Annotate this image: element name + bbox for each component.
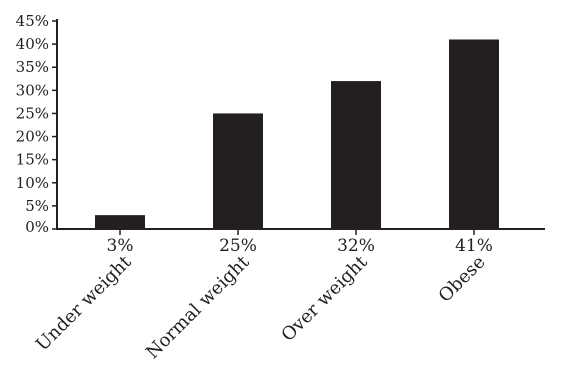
bar-obese <box>449 39 499 229</box>
category-label: Over weight <box>277 251 372 346</box>
bars <box>95 39 499 229</box>
value-label: 32% <box>337 236 375 256</box>
bar-over-weight <box>331 81 381 229</box>
value-label: 25% <box>219 236 257 256</box>
y-tick-label: 5% <box>25 197 49 215</box>
y-tick-label: 10% <box>16 174 49 192</box>
y-tick-label: 20% <box>16 128 49 146</box>
value-label: 41% <box>455 236 493 256</box>
bar-normal-weight <box>213 113 263 229</box>
y-tick-label: 40% <box>16 35 49 53</box>
x-axis: 3%Under weight 25%Normal weight 32%Over we… <box>32 228 545 363</box>
bar-under-weight <box>95 215 145 229</box>
category-label: Obese <box>435 252 490 307</box>
y-tick-label: 0% <box>25 218 49 236</box>
y-tick-label: 30% <box>16 81 49 99</box>
y-tick-label: 35% <box>16 58 49 76</box>
category-label: Normal weight <box>142 251 254 363</box>
y-tick-label: 15% <box>16 151 49 169</box>
category-label: Under weight <box>32 251 136 355</box>
y-tick-label: 45% <box>16 12 49 30</box>
y-axis: 0% 5% 10% 15% 20% 25% 30% 35% 40% 45% <box>16 12 58 236</box>
value-label: 3% <box>107 236 134 256</box>
y-tick-label: 25% <box>16 104 49 122</box>
